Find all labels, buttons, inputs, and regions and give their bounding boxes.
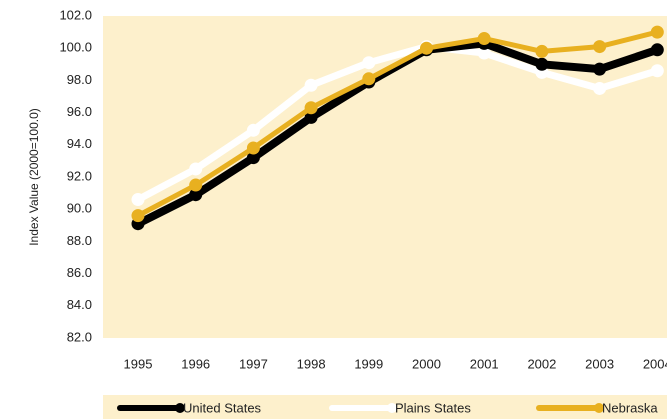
data-point xyxy=(189,178,203,192)
x-tick-label: 2002 xyxy=(527,356,556,371)
x-tick-label: 2001 xyxy=(470,356,499,371)
data-point xyxy=(246,141,260,155)
data-point xyxy=(593,62,607,76)
y-tick-label: 102.0 xyxy=(59,7,92,22)
data-point xyxy=(650,43,664,57)
data-point xyxy=(420,41,433,55)
y-tick-label: 86.0 xyxy=(67,265,92,280)
x-tick-label: 1999 xyxy=(354,356,383,371)
series-line xyxy=(136,29,658,218)
y-tick-label: 94.0 xyxy=(67,136,92,151)
y-tick-label: 82.0 xyxy=(67,329,92,344)
x-tick-label: 1997 xyxy=(239,356,268,371)
y-axis-label: Index Value (2000=100.0) xyxy=(27,108,41,246)
data-point xyxy=(189,162,203,176)
series-line xyxy=(136,43,659,203)
y-tick-label: 98.0 xyxy=(67,72,92,87)
x-tick-label: 2003 xyxy=(585,356,614,371)
data-point xyxy=(650,25,664,39)
data-point xyxy=(650,64,664,78)
data-point xyxy=(477,32,491,46)
data-point xyxy=(304,110,318,124)
y-tick-label: 88.0 xyxy=(67,233,92,248)
data-point xyxy=(246,123,260,137)
data-point xyxy=(535,57,549,71)
data-point xyxy=(477,46,491,60)
data-point xyxy=(189,188,203,202)
data-point xyxy=(362,56,376,70)
x-tick-label: 1998 xyxy=(297,356,326,371)
data-point xyxy=(304,78,318,92)
legend-label: Nebraska xyxy=(602,400,658,415)
legend-marker xyxy=(387,403,397,413)
data-point xyxy=(593,40,607,54)
data-point xyxy=(304,101,318,115)
data-point xyxy=(131,193,145,207)
data-point xyxy=(535,44,549,58)
data-point xyxy=(362,72,376,86)
y-tick-label: 96.0 xyxy=(67,104,92,119)
legend-marker xyxy=(594,403,604,413)
x-tick-label: 1995 xyxy=(124,356,153,371)
x-tick-label: 2000 xyxy=(412,356,441,371)
y-tick-label: 90.0 xyxy=(67,201,92,216)
x-tick-label: 2004 xyxy=(643,356,667,371)
data-point xyxy=(593,81,607,95)
y-tick-label: 84.0 xyxy=(67,297,92,312)
legend-marker xyxy=(175,403,185,413)
y-tick-label: 92.0 xyxy=(67,168,92,183)
data-point xyxy=(131,209,145,223)
legend-label: United States xyxy=(183,400,262,415)
y-tick-label: 100.0 xyxy=(59,40,92,55)
legend-label: Plains States xyxy=(395,400,471,415)
data-point xyxy=(246,151,260,165)
x-tick-label: 1996 xyxy=(181,356,210,371)
